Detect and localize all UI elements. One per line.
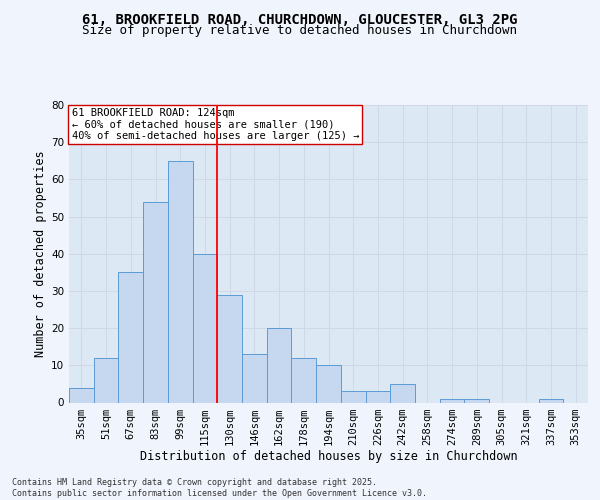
X-axis label: Distribution of detached houses by size in Churchdown: Distribution of detached houses by size … — [140, 450, 517, 464]
Bar — [69, 388, 94, 402]
Text: 61 BROOKFIELD ROAD: 124sqm
← 60% of detached houses are smaller (190)
40% of sem: 61 BROOKFIELD ROAD: 124sqm ← 60% of deta… — [71, 108, 359, 141]
Bar — [341, 392, 365, 402]
Bar — [267, 328, 292, 402]
Bar — [539, 399, 563, 402]
Bar — [464, 399, 489, 402]
Text: 61, BROOKFIELD ROAD, CHURCHDOWN, GLOUCESTER, GL3 2PG: 61, BROOKFIELD ROAD, CHURCHDOWN, GLOUCES… — [82, 12, 518, 26]
Bar — [440, 399, 464, 402]
Bar — [143, 202, 168, 402]
Bar — [292, 358, 316, 403]
Bar — [193, 254, 217, 402]
Y-axis label: Number of detached properties: Number of detached properties — [34, 150, 47, 357]
Text: Size of property relative to detached houses in Churchdown: Size of property relative to detached ho… — [83, 24, 517, 37]
Bar — [390, 384, 415, 402]
Bar — [168, 161, 193, 402]
Bar — [316, 366, 341, 403]
Bar — [94, 358, 118, 403]
Bar — [242, 354, 267, 403]
Bar — [217, 294, 242, 403]
Bar — [118, 272, 143, 402]
Bar — [365, 392, 390, 402]
Text: Contains HM Land Registry data © Crown copyright and database right 2025.
Contai: Contains HM Land Registry data © Crown c… — [12, 478, 427, 498]
